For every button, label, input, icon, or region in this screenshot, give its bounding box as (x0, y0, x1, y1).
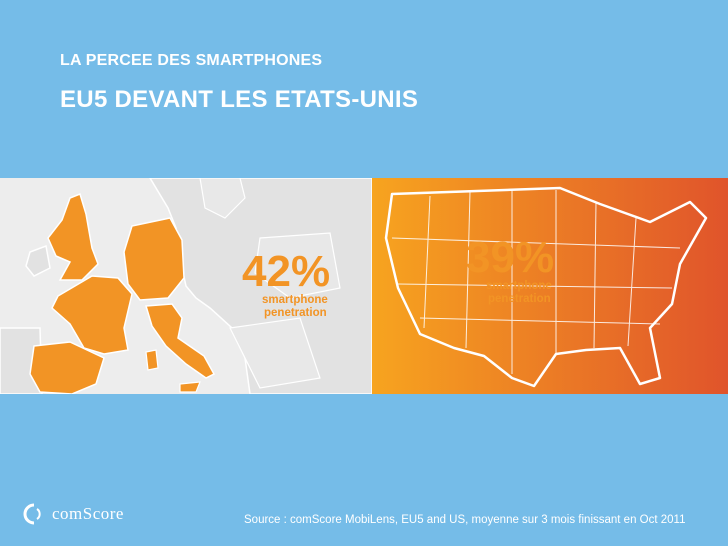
comscore-logo: comScore (22, 502, 124, 526)
eu5-stat-line1: smartphone (262, 294, 328, 306)
us-map (372, 178, 728, 394)
slide-kicker: LA PERCEE DES SMARTPHONES (60, 52, 323, 69)
us-stat: 39% smartphone penetration (466, 233, 554, 305)
eu5-stat-line2: penetration (264, 307, 327, 319)
europe-map (0, 178, 373, 394)
logo-wordmark: comScore (52, 504, 124, 523)
us-stat-line2: penetration (488, 293, 551, 305)
source-note: Source : comScore MobiLens, EU5 and US, … (244, 514, 686, 526)
maps-visual: 42% smartphone penetration 39% smartphon… (0, 178, 728, 394)
us-stat-line1: smartphone (486, 280, 552, 292)
eu5-stat-value: 42% (242, 247, 330, 296)
slide-headline: EU5 DEVANT LES ETATS-UNIS (60, 86, 419, 113)
us-stat-value: 39% (466, 233, 554, 282)
eu5-stat: 42% smartphone penetration (242, 247, 330, 319)
comscore-logo-icon (23, 503, 41, 525)
